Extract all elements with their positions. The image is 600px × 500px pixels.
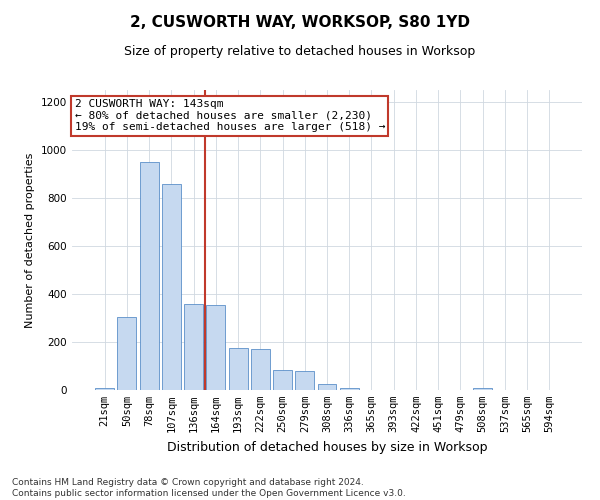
Bar xyxy=(473,388,492,390)
Y-axis label: Number of detached properties: Number of detached properties xyxy=(25,152,35,328)
X-axis label: Distribution of detached houses by size in Worksop: Distribution of detached houses by size … xyxy=(167,440,487,454)
Text: Contains HM Land Registry data © Crown copyright and database right 2024.
Contai: Contains HM Land Registry data © Crown c… xyxy=(12,478,406,498)
Bar xyxy=(184,304,203,390)
Bar xyxy=(340,388,359,390)
Text: 2, CUSWORTH WAY, WORKSOP, S80 1YD: 2, CUSWORTH WAY, WORKSOP, S80 1YD xyxy=(130,15,470,30)
Bar xyxy=(317,384,337,390)
Bar xyxy=(229,348,248,390)
Bar xyxy=(206,305,225,390)
Bar xyxy=(162,184,181,390)
Bar xyxy=(251,349,270,390)
Bar xyxy=(140,162,158,390)
Bar xyxy=(273,370,292,390)
Bar xyxy=(295,371,314,390)
Bar xyxy=(95,388,114,390)
Text: 2 CUSWORTH WAY: 143sqm
← 80% of detached houses are smaller (2,230)
19% of semi-: 2 CUSWORTH WAY: 143sqm ← 80% of detached… xyxy=(74,99,385,132)
Text: Size of property relative to detached houses in Worksop: Size of property relative to detached ho… xyxy=(124,45,476,58)
Bar xyxy=(118,317,136,390)
